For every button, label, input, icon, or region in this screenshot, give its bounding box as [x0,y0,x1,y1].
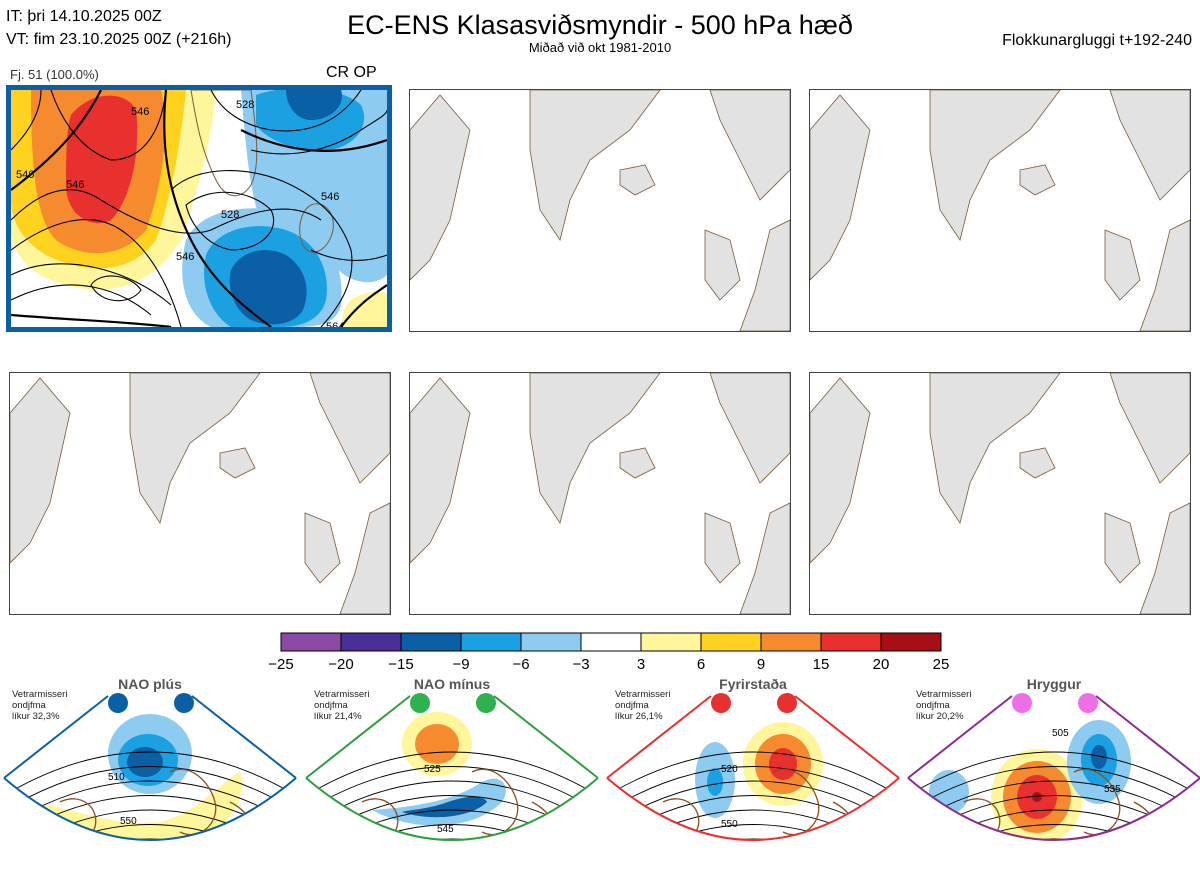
colorbar-tick-label: −15 [388,656,414,673]
colorbar-cell [640,632,702,652]
regime-info-line: ondjfma [615,700,649,711]
regime-marker-dot [1012,693,1032,713]
contour-label: 564 [171,326,189,327]
regime-title: NAO plús [118,676,182,692]
regime-info-line: líkur 26,1% [615,711,663,722]
colorbar-cell [400,632,462,652]
colorbar-cell [880,632,942,652]
classification-window: Flokkunargluggi t+192-240 [1002,32,1192,49]
page-subtitle: Miðað við okt 1981-2010 [528,40,672,55]
regime-contour-label: 505 [1052,728,1069,739]
colorbar-tick-label: 20 [872,656,890,673]
cluster-map-4[interactable] [9,372,391,615]
regime-probability-info: Vetrarmisseri ondjfma líkur 20,2% [916,689,971,722]
regime-contour-label: 520 [721,764,738,775]
colorbar-tick-label: −20 [328,656,354,673]
regime-contour-label: 560 [733,844,750,855]
contour-label: 546 [176,251,194,263]
contour-label: 528 [236,99,254,111]
regime-map: 510 550 [3,693,297,841]
land-map [810,373,1190,614]
regime-info-line: ondjfma [314,700,348,711]
regime-title: Fyrirstaða [719,676,787,692]
colorbar-cell [820,632,882,652]
anomaly-map: 528 546 546 546 528 546 564 564 546 [11,90,387,327]
colorbar-cell [460,632,522,652]
regime-info-line: Vetrarmisseri [314,689,370,700]
regime-contour-label: 545 [437,824,454,835]
anomaly-colorbar [280,632,942,652]
regime-contour-label: 525 [424,764,441,775]
cluster-map-6[interactable] [809,372,1191,615]
colorbar-cell [580,632,642,652]
regime-map: 520 550 560 [606,693,900,855]
cluster-map-3[interactable] [809,89,1191,332]
cluster-map-5[interactable] [409,372,791,615]
member-count-label: Fj. 51 (100.0%) [10,67,99,82]
colorbar-cell [520,632,582,652]
regime-frame [606,695,900,841]
land-map [410,373,790,614]
contour-label: 546 [66,179,84,191]
initial-time: IT: þri 14.10.2025 00Z [6,8,162,25]
colorbar-tick-label: 6 [696,656,706,673]
regime-title: NAO mínus [413,676,491,692]
cluster-label: CR OP [326,64,377,81]
colorbar-tick-label: 3 [636,656,646,673]
colorbar-tick-label: −25 [268,656,294,673]
land-map [10,373,390,614]
page-title: EC-ENS Klasasviðsmyndir - 500 hPa hæð [347,10,853,40]
regime-marker-dot [174,693,194,713]
contour-label: 564 [326,321,344,327]
regime-marker-dot [108,693,128,713]
regime-info-line: líkur 32,3% [12,711,60,722]
colorbar-tick-label: −3 [572,656,590,673]
regime-marker-dot [711,693,731,713]
regime-info-line: ondjfma [12,700,46,711]
regime-marker-dot [410,693,430,713]
regime-contour-label: 510 [108,772,125,783]
contour-label: 546 [131,106,149,118]
regime-frame [305,695,599,841]
regime-title: Hryggur [1026,676,1082,692]
colorbar-cell [760,632,822,652]
cluster-map-1[interactable]: 528 546 546 546 528 546 564 564 546 [6,85,392,332]
cluster-map-2[interactable] [409,89,791,332]
regime-marker-dot [1078,693,1098,713]
regime-marker-dot [476,693,496,713]
regime-info-line: líkur 20,2% [916,711,964,722]
land-map [410,90,790,331]
colorbar-tick-label: −6 [512,656,530,673]
colorbar-tick-label: 9 [756,656,766,673]
colorbar-cell [340,632,402,652]
colorbar-cell [280,632,342,652]
regime-probability-info: Vetrarmisseri ondjfma líkur 32,3% [12,689,67,722]
regime-info-line: ondjfma [916,700,950,711]
regime-contour-label: 550 [120,816,137,827]
colorbar-cell [700,632,762,652]
regime-marker-dot [777,693,797,713]
regime-probability-info: Vetrarmisseri ondjfma líkur 21,4% [314,689,369,722]
land-map [810,90,1190,331]
regime-contour-label: 550 [721,819,738,830]
regime-info-line: Vetrarmisseri [615,689,671,700]
colorbar-tick-label: 15 [812,656,830,673]
contour-label: 546 [321,191,339,203]
regime-info-line: líkur 21,4% [314,711,362,722]
colorbar-tick-label: −9 [452,656,470,673]
regime-frame [3,695,297,841]
colorbar-tick-label: 25 [932,656,950,673]
regime-probability-info: Vetrarmisseri ondjfma líkur 26,1% [615,689,670,722]
contour-label: 546 [16,169,34,181]
regime-frame [907,695,1200,841]
valid-time: VT: fim 23.10.2025 00Z (+216h) [6,31,232,48]
regime-info-line: Vetrarmisseri [12,689,68,700]
regime-info-line: Vetrarmisseri [916,689,972,700]
contour-label: 528 [221,209,239,221]
regime-contour-label: 535 [1104,784,1121,795]
